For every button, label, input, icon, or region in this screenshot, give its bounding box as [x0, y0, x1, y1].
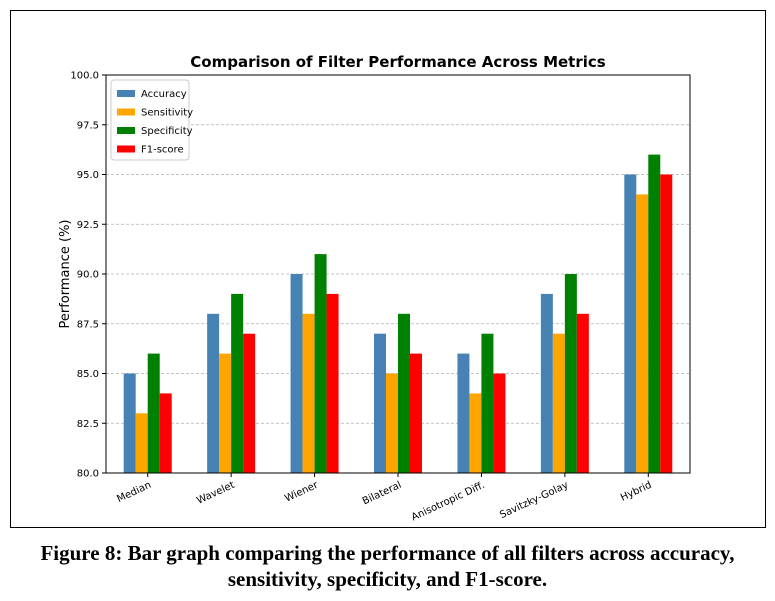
- legend-swatch: [117, 145, 135, 153]
- bar-specificity-6: [648, 154, 661, 473]
- legend: Accuracy Sensitivity Specificity F1-score: [110, 79, 193, 161]
- figure-caption: Figure 8: Bar graph comparing the perfor…: [0, 540, 775, 592]
- x-tick-label: Bilateral: [361, 480, 403, 508]
- legend-box: [110, 79, 190, 161]
- bar-specificity-2: [314, 254, 327, 473]
- bar-f1-score-5: [576, 313, 589, 473]
- bars: [123, 154, 673, 473]
- bar-accuracy-5: [540, 293, 553, 473]
- bar-sensitivity-6: [636, 194, 649, 473]
- bar-f1-score-6: [660, 174, 673, 473]
- y-tick-label: 82.5: [77, 419, 99, 430]
- bar-accuracy-1: [207, 313, 220, 473]
- figure-frame: 80.0 82.5 85.0 87.5 90.0 92.5 95.0 97.5 100.0 Med…: [10, 10, 766, 528]
- y-tick-label: 90.0: [77, 270, 99, 281]
- bar-accuracy-4: [457, 353, 470, 473]
- legend-label: Specificity: [141, 126, 193, 137]
- legend-label: F1-score: [141, 145, 184, 156]
- bar-sensitivity-4: [469, 393, 482, 473]
- bar-f1-score-4: [493, 373, 506, 473]
- y-tick-label: 87.5: [77, 319, 99, 330]
- bar-f1-score-0: [159, 393, 172, 473]
- bar-accuracy-6: [624, 174, 637, 473]
- chart-title: Comparison of Filter Performance Across …: [190, 53, 606, 71]
- bar-specificity-3: [398, 313, 410, 473]
- bar-f1-score-2: [326, 293, 339, 473]
- bar-specificity-5: [564, 274, 577, 473]
- x-tick-label: Savitzky-Golay: [498, 480, 570, 521]
- x-tick-label: Hybrid: [619, 480, 654, 504]
- bar-accuracy-2: [290, 274, 303, 473]
- bar-sensitivity-5: [552, 333, 565, 473]
- y-tick-label: 97.5: [77, 120, 99, 131]
- x-tick-label: Median: [115, 480, 153, 505]
- y-tick-label: 85.0: [77, 369, 99, 380]
- caption-line-1: Figure 8: Bar graph comparing the perfor…: [40, 541, 735, 565]
- legend-swatch: [117, 127, 135, 134]
- bar-f1-score-1: [243, 333, 256, 473]
- y-axis-label: Performance (%): [58, 219, 73, 328]
- x-tick-label: Anisotropic Diff.: [410, 480, 487, 524]
- bar-specificity-0: [147, 353, 160, 473]
- bar-f1-score-3: [410, 353, 422, 473]
- bar-sensitivity-0: [135, 413, 148, 473]
- bar-sensitivity-1: [219, 353, 232, 473]
- legend-swatch: [117, 108, 135, 116]
- y-tick-label: 92.5: [77, 220, 99, 231]
- bar-accuracy-3: [374, 333, 386, 473]
- bar-sensitivity-2: [302, 313, 315, 473]
- bar-specificity-1: [231, 293, 244, 473]
- bar-specificity-4: [481, 333, 494, 473]
- y-tick-label: 100.0: [70, 71, 99, 82]
- legend-label: Sensitivity: [141, 108, 193, 119]
- legend-swatch: [117, 90, 135, 97]
- legend-label: Accuracy: [141, 89, 187, 100]
- y-tick-label: 80.0: [77, 469, 99, 480]
- bar-accuracy-0: [123, 373, 136, 473]
- x-tick-label: Wiener: [283, 479, 320, 504]
- y-tick-label: 95.0: [77, 170, 99, 181]
- bar-sensitivity-3: [386, 373, 398, 473]
- bar-chart: 80.0 82.5 85.0 87.5 90.0 92.5 95.0 97.5 100.0 Med…: [58, 53, 691, 524]
- x-tick-label: Wavelet: [195, 480, 236, 507]
- caption-line-2: sensitivity, specificity, and F1-score.: [227, 567, 548, 591]
